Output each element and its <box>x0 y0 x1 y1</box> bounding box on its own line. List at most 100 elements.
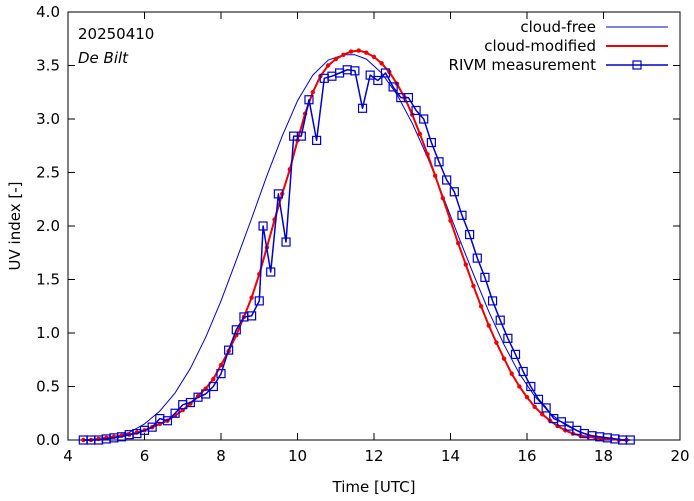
rivm-measurement-point <box>403 92 414 103</box>
rivm-measurement-point <box>503 333 513 343</box>
cloud-modified-point <box>524 395 530 400</box>
y-tick-label: 0.5 <box>36 378 60 396</box>
rivm-measurement-point <box>533 394 544 404</box>
rivm-measurement-point <box>434 157 444 167</box>
cloud-modified-point <box>486 323 491 328</box>
y-tick-label: 2.5 <box>36 164 60 182</box>
legend-marker-rivm-measurement <box>632 60 642 70</box>
rivm-measurement-point <box>365 70 375 80</box>
rivm-measurement-point <box>296 131 306 141</box>
rivm-measurement-point <box>185 397 195 408</box>
rivm-measurement-point <box>480 272 490 282</box>
rivm-measurement-point <box>258 221 268 231</box>
series-line-cloud-modified <box>83 49 627 441</box>
cloud-modified-point <box>310 90 315 95</box>
rivm-measurement-point <box>388 82 398 92</box>
cloud-modified-point <box>455 240 461 246</box>
cloud-modified-point <box>448 218 453 223</box>
x-tick-label: 16 <box>517 447 536 465</box>
series-layer <box>78 48 635 445</box>
y-tick-label: 0.0 <box>36 431 60 449</box>
cloud-modified-point <box>517 384 522 389</box>
rivm-measurement-point <box>216 369 226 379</box>
legend-label-cloud-modified: cloud-modified <box>484 37 596 55</box>
y-tick-labels: 0.0 0.5 1.0 1.5 2.0 2.5 3.0 3.5 4.0 <box>36 3 60 449</box>
x-tick-label: 8 <box>216 447 226 465</box>
x-tick-label: 6 <box>140 447 150 465</box>
y-tick-label: 4.0 <box>36 3 60 21</box>
rivm-measurement-point <box>449 187 459 197</box>
rivm-measurement-point <box>231 325 241 335</box>
rivm-measurement-point <box>380 68 391 78</box>
cloud-modified-point <box>425 152 430 157</box>
y-tick-label: 2.0 <box>36 217 60 235</box>
rivm-measurement-point <box>526 381 536 392</box>
cloud-modified-point <box>509 371 514 376</box>
cloud-modified-point <box>463 262 468 267</box>
series-line-rivm-measurement <box>83 69 631 441</box>
rivm-measurement-point <box>273 189 283 199</box>
cloud-modified-point <box>478 304 484 309</box>
rivm-measurement-point <box>162 416 173 426</box>
cloud-modified-point <box>440 195 446 201</box>
legend-label-cloud-free: cloud-free <box>520 18 596 36</box>
x-tick-label: 14 <box>441 447 460 465</box>
cloud-modified-point <box>348 49 354 54</box>
rivm-measurement-point <box>411 105 421 116</box>
rivm-measurement-point <box>426 137 436 148</box>
rivm-measurement-point <box>281 237 291 247</box>
cloud-modified-point <box>333 56 338 62</box>
rivm-measurement-point <box>518 366 528 377</box>
x-tick-labels: 4 6 8 10 12 14 16 18 20 <box>63 447 689 465</box>
axis-ticks <box>67 11 681 441</box>
cloud-modified-point <box>218 362 224 368</box>
rivm-measurement-point <box>457 210 467 220</box>
rivm-measurement-point <box>147 422 157 432</box>
x-tick-label: 12 <box>364 447 383 465</box>
rivm-measurement-point <box>224 345 234 355</box>
rivm-measurement-point <box>625 435 635 445</box>
y-axis-label: UV index [-] <box>6 182 24 271</box>
cloud-modified-point <box>364 50 369 55</box>
rivm-measurement-point <box>357 103 368 113</box>
y-tick-label: 3.5 <box>36 57 60 75</box>
rivm-measurement-point <box>419 114 429 124</box>
cloud-modified-point <box>532 404 537 410</box>
x-tick-label: 4 <box>63 447 73 465</box>
rivm-measurement-point <box>266 267 276 277</box>
rivm-measurement-point <box>373 75 383 86</box>
rivm-measurement-point <box>254 296 264 306</box>
rivm-measurement-point <box>510 349 521 359</box>
rivm-measurement-point <box>495 315 505 325</box>
cloud-modified-point <box>417 131 423 137</box>
rivm-measurement-point <box>487 296 498 306</box>
x-tick-label: 18 <box>594 447 613 465</box>
y-tick-label: 1.0 <box>36 324 60 342</box>
rivm-measurement-point <box>442 175 452 185</box>
rivm-measurement-point <box>312 135 322 145</box>
date-annotation: 20250410 <box>78 25 154 43</box>
y-tick-label: 3.0 <box>36 110 60 128</box>
cloud-modified-point <box>540 412 545 417</box>
cloud-modified-point <box>494 340 499 345</box>
cloud-modified-point <box>433 173 438 178</box>
y-tick-label: 1.5 <box>36 271 60 289</box>
rivm-measurement-point <box>201 389 211 399</box>
x-tick-label: 20 <box>670 447 689 465</box>
cloud-modified-point <box>471 283 476 289</box>
rivm-measurement-point <box>247 311 257 321</box>
legend-label-rivm-measurement: RIVM measurement <box>449 56 597 74</box>
rivm-measurement-point <box>350 66 360 76</box>
rivm-measurement-point <box>465 229 475 240</box>
cloud-modified-point <box>501 356 507 361</box>
rivm-measurement-point <box>208 381 218 392</box>
cloud-modified-point <box>249 295 254 300</box>
x-tick-label: 10 <box>288 447 307 465</box>
cloud-modified-point <box>356 48 361 53</box>
cloud-modified-point <box>325 63 331 68</box>
cloud-modified-point <box>371 54 377 60</box>
x-axis-label: Time [UTC] <box>332 478 416 496</box>
cloud-modified-point <box>211 376 216 382</box>
rivm-measurement-point <box>541 403 551 413</box>
rivm-measurement-point <box>472 253 482 263</box>
